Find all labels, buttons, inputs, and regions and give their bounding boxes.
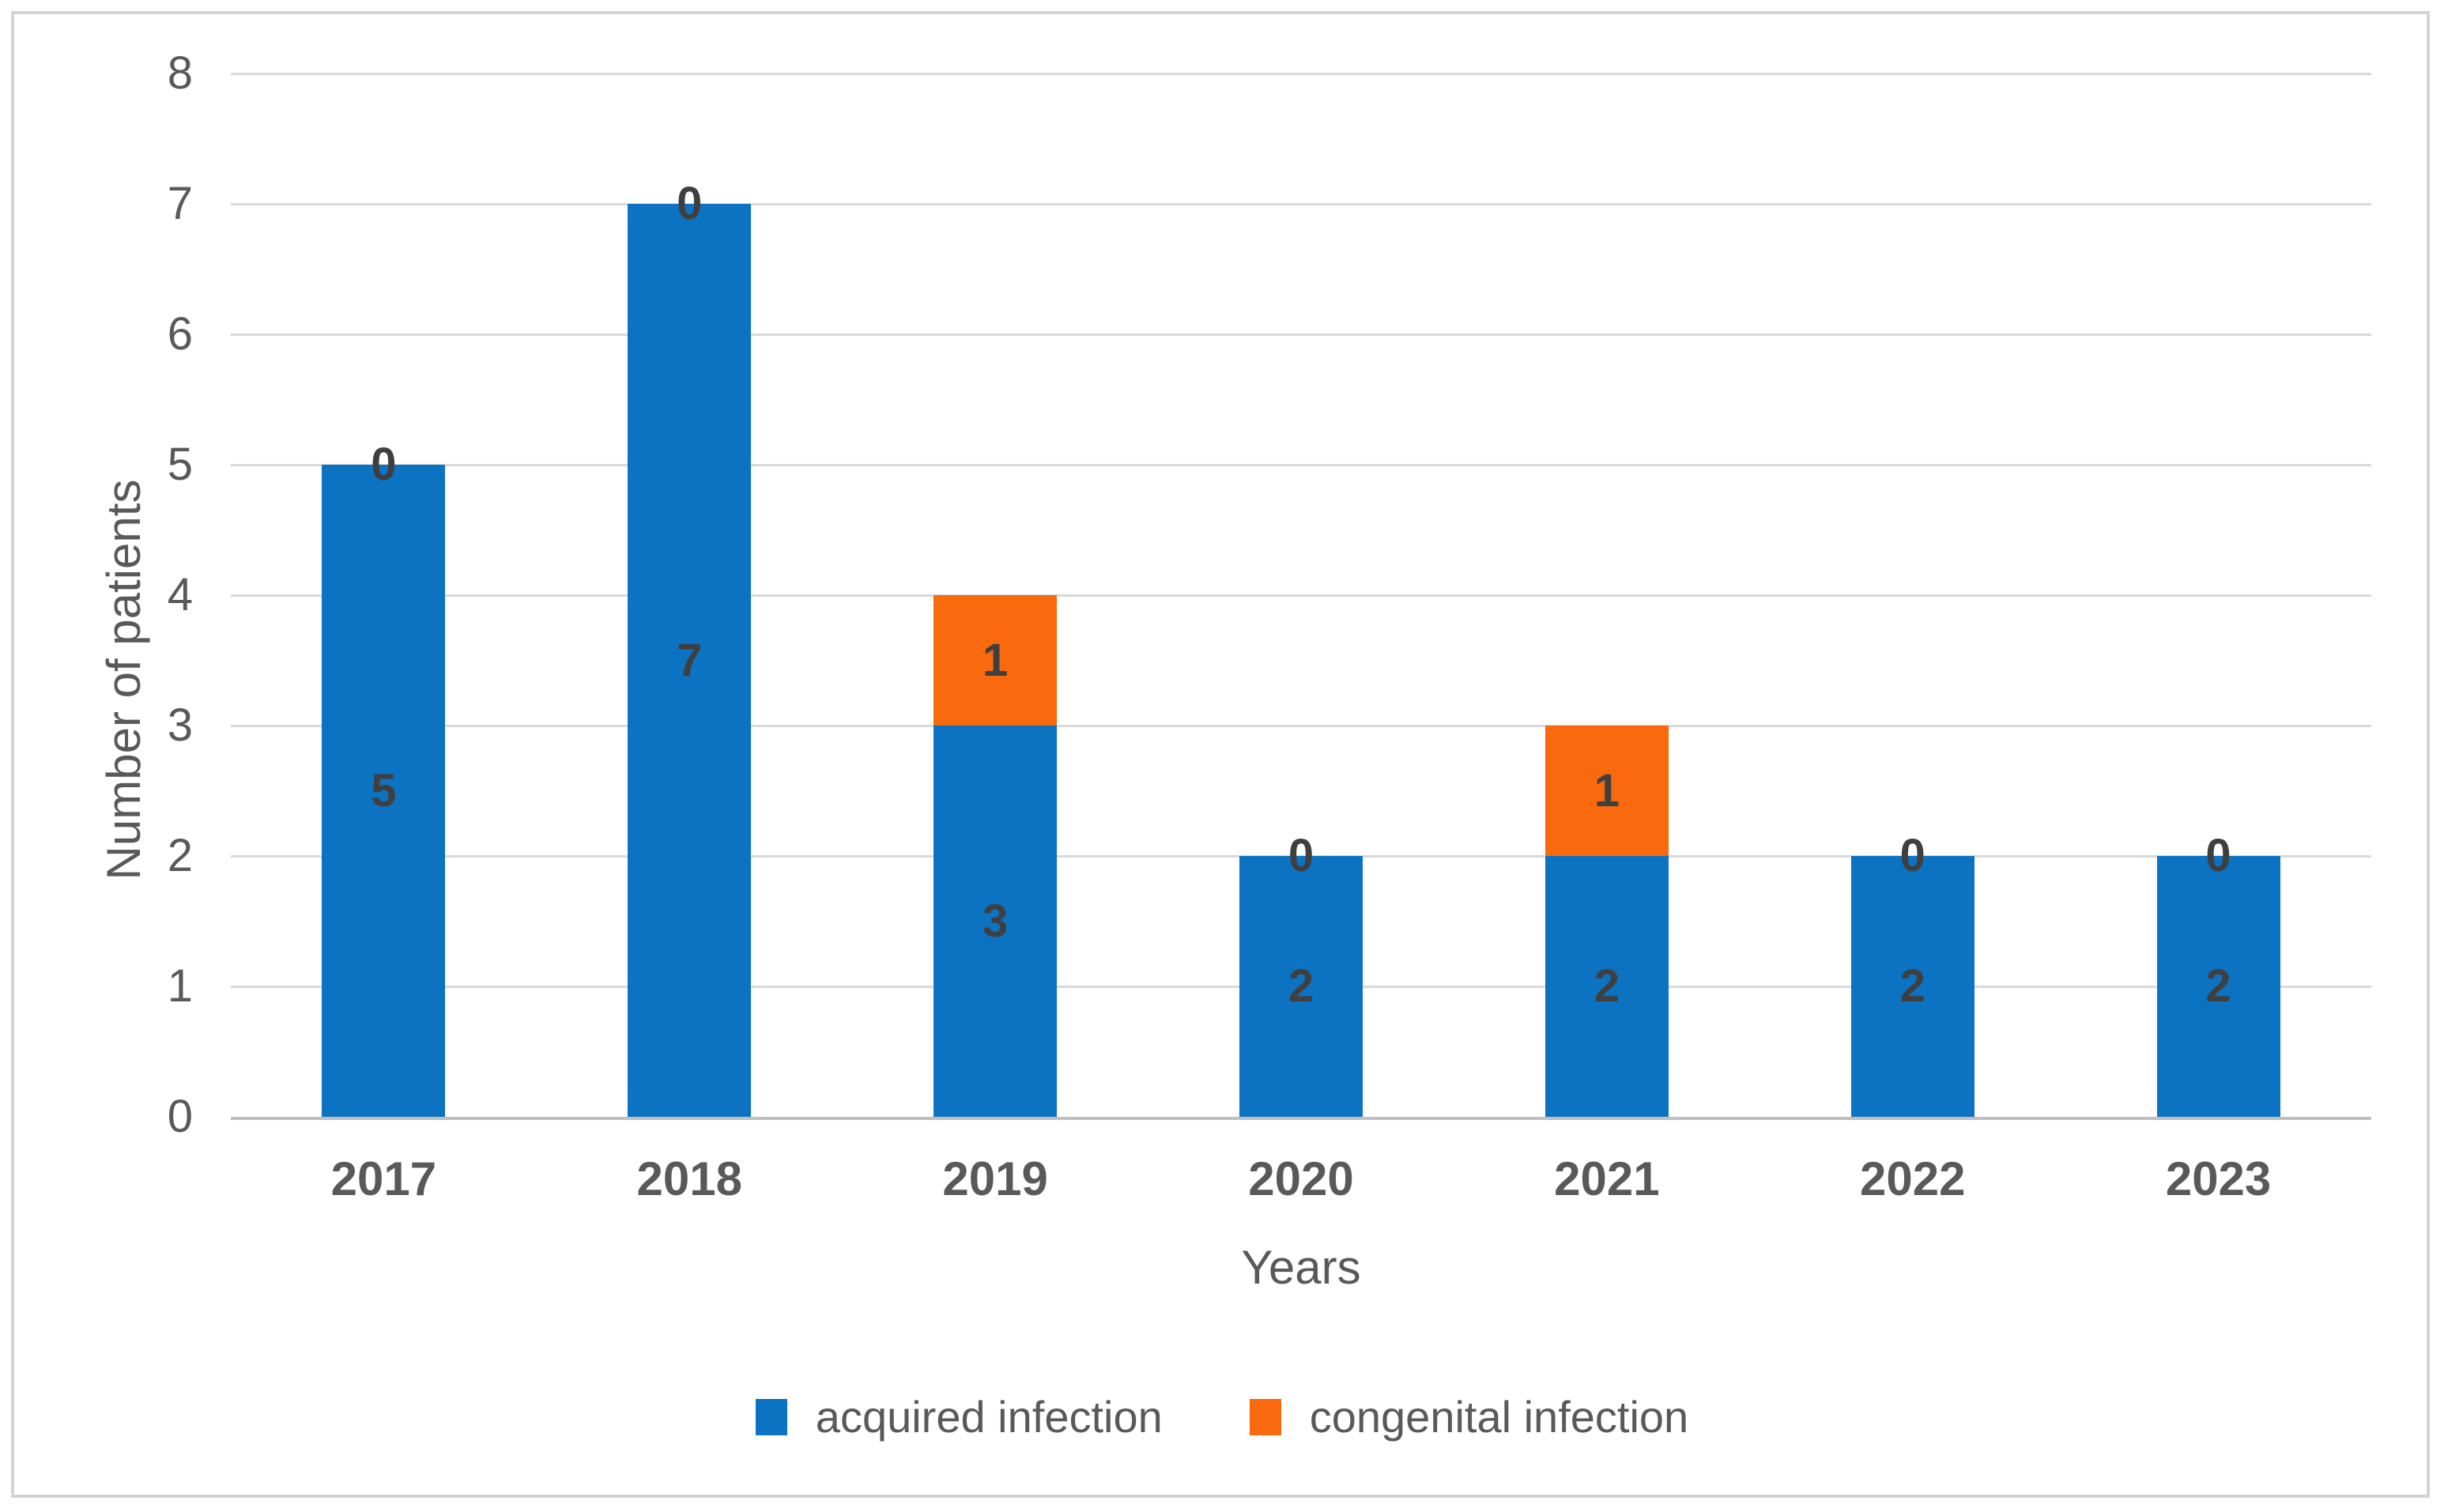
data-label-congenital: 1 bbox=[1594, 764, 1620, 816]
data-label-acquired: 3 bbox=[983, 895, 1009, 947]
y-tick-label: 5 bbox=[167, 439, 193, 490]
data-label-congenital: 0 bbox=[371, 439, 397, 490]
x-tick-label: 2023 bbox=[2165, 1152, 2272, 1205]
legend-item: acquired infection bbox=[755, 1392, 1163, 1442]
bar-segment-acquired bbox=[1544, 856, 1669, 1117]
y-tick-label: 6 bbox=[167, 308, 193, 360]
gridline bbox=[231, 594, 2371, 597]
data-label-congenital: 1 bbox=[983, 634, 1009, 686]
bar-segment-congenital bbox=[1544, 726, 1669, 856]
y-tick-label: 7 bbox=[167, 178, 193, 229]
gridline bbox=[231, 72, 2371, 75]
data-label-acquired: 7 bbox=[677, 634, 703, 686]
x-tick-label: 2020 bbox=[1248, 1152, 1354, 1205]
bar-segment-acquired bbox=[1850, 856, 1974, 1117]
x-tick-label: 2017 bbox=[330, 1152, 437, 1205]
legend-swatch-icon bbox=[1249, 1399, 1281, 1435]
y-tick-label: 0 bbox=[167, 1091, 193, 1142]
legend-label: congenital infection bbox=[1309, 1392, 1689, 1442]
bar-segment-acquired bbox=[933, 726, 1058, 1117]
bar-segment-acquired bbox=[628, 204, 752, 1117]
y-tick-label: 4 bbox=[167, 569, 193, 620]
x-tick-label: 2022 bbox=[1859, 1152, 1966, 1205]
data-label-acquired: 5 bbox=[371, 764, 397, 816]
data-label-acquired: 2 bbox=[1288, 960, 1314, 1012]
gridline bbox=[231, 463, 2371, 466]
data-label-congenital: 0 bbox=[677, 178, 703, 229]
gridline bbox=[231, 333, 2371, 336]
bar-segment-acquired bbox=[2156, 856, 2280, 1117]
gridline bbox=[231, 724, 2371, 727]
legend-item: congenital infection bbox=[1249, 1392, 1689, 1442]
data-label-congenital: 0 bbox=[1288, 830, 1314, 881]
data-label-congenital: 0 bbox=[1899, 830, 1925, 881]
y-tick-label: 8 bbox=[167, 47, 193, 99]
x-axis-title: Years bbox=[1241, 1241, 1361, 1294]
gridline bbox=[231, 202, 2371, 205]
x-tick-label: 2019 bbox=[942, 1152, 1048, 1205]
plot-area: 5 0 7 0 3 1 2 0 2 1 2 0 2 0 bbox=[231, 72, 2371, 1120]
x-tick-label: 2018 bbox=[636, 1152, 743, 1205]
legend-swatch-icon bbox=[755, 1399, 787, 1435]
chart-legend: acquired infection congenital infection bbox=[0, 1382, 2444, 1453]
data-label-acquired: 2 bbox=[1899, 960, 1925, 1012]
y-tick-label: 3 bbox=[167, 699, 193, 751]
legend-label: acquired infection bbox=[815, 1392, 1163, 1442]
y-tick-label: 2 bbox=[167, 830, 193, 881]
bar-segment-congenital bbox=[933, 595, 1058, 726]
data-label-acquired: 2 bbox=[2205, 960, 2231, 1012]
x-tick-label: 2021 bbox=[1554, 1152, 1660, 1205]
bar-segment-acquired bbox=[1239, 856, 1363, 1117]
x-axis-line bbox=[231, 1117, 2371, 1120]
data-label-congenital: 0 bbox=[2205, 830, 2231, 881]
y-tick-label: 1 bbox=[167, 960, 193, 1012]
bar-segment-acquired bbox=[322, 465, 446, 1117]
data-label-acquired: 2 bbox=[1594, 960, 1620, 1012]
